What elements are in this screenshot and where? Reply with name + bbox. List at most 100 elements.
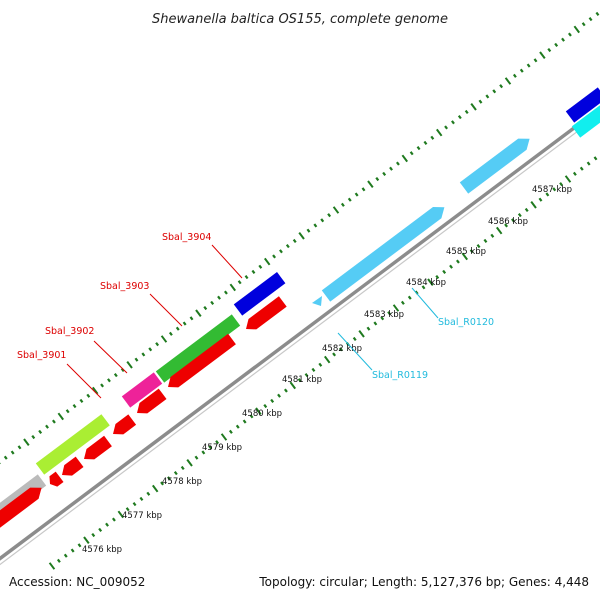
scale-label: 4583 kbp [364,310,404,320]
gene-leader-line [93,340,128,374]
major-tick [220,433,228,441]
minor-tick [318,362,323,367]
gene-leader-line [149,293,183,327]
scale-label: 4584 kbp [406,278,446,288]
minor-tick [567,32,572,37]
minor-tick [380,316,385,321]
major-tick [435,128,443,137]
gene-label-sbal-r0119: Sbal_R0119 [372,370,428,381]
minor-tick [407,295,412,300]
major-tick [358,330,365,338]
minor-tick [581,22,586,27]
major-tick [57,412,65,421]
minor-tick [416,146,421,151]
genome-summary-text: Topology: circular; Length: 5,127,376 bp… [258,575,589,589]
minor-tick [373,321,378,326]
gene-feature-lime [35,414,110,475]
scale-label: 4580 kbp [242,409,282,419]
scale-label: 4578 kbp [162,477,202,487]
inner-tick-ring [48,156,598,570]
minor-tick [168,331,173,336]
minor-tick [194,455,199,460]
minor-tick [435,274,440,280]
minor-tick [223,290,228,295]
minor-tick [201,450,206,455]
minor-tick [504,223,509,228]
minor-tick [444,125,449,130]
gene-feature-red-1 [0,487,42,528]
minor-tick [313,223,318,228]
minor-tick [554,42,559,47]
gene-feature-skyblue-2 [459,138,530,194]
major-tick [323,355,331,364]
minor-tick [56,558,61,563]
minor-tick [490,233,495,238]
minor-tick [235,424,240,429]
minor-tick [272,254,277,259]
gene-feature-red-3 [62,456,84,476]
gene-label-sbal-3904: Sbal_3904 [162,232,211,243]
gene-feature-magenta [121,372,163,408]
backbone-line-inner [0,113,600,566]
gene-feature-red-2 [49,471,64,487]
major-tick [461,252,469,261]
gene-leader-line [337,332,373,371]
minor-tick [421,285,426,290]
minor-tick [340,202,345,207]
major-tick [539,51,546,60]
minor-tick [511,218,515,223]
minor-tick [279,249,283,254]
minor-tick [552,187,557,192]
major-tick [160,335,168,343]
major-tick [332,206,340,214]
major-tick [495,226,503,235]
gene-feature-green [155,314,241,383]
gene-feature-red-5 [113,414,137,435]
scale-label: 4581 kbp [282,375,322,385]
gene-feature-skyblue-1 [321,207,445,302]
major-tick [401,154,409,163]
minor-tick [449,264,453,269]
minor-tick [339,347,343,352]
major-tick [83,536,90,545]
minor-tick [306,228,311,233]
minor-tick [10,450,15,455]
scale-label: 4585 kbp [446,247,486,257]
minor-tick [79,398,84,403]
major-tick [564,175,572,183]
genome-backbone [0,106,600,566]
minor-tick [533,58,538,63]
minor-tick [244,275,249,280]
backbone-line-outer [0,106,600,561]
minor-tick [311,367,316,372]
minor-tick [400,300,405,305]
minor-tick [146,491,151,496]
minor-tick [17,445,22,450]
minor-tick [86,393,91,398]
minor-tick [519,68,524,73]
major-tick [23,438,30,446]
gene-feature-blue-right [565,87,600,123]
gene-leader-line [211,244,243,279]
minor-tick [167,476,171,481]
minor-tick [409,151,414,156]
minor-tick [545,192,550,197]
outer-tick-ring [0,11,600,465]
major-tick [289,381,297,390]
major-tick [195,309,202,317]
minor-tick [182,321,187,326]
minor-tick [352,336,357,342]
minor-tick [111,517,116,522]
gene-feature-red-4 [84,435,112,460]
minor-tick [173,471,178,476]
minor-tick [327,213,332,218]
gene-feature-blue [233,272,286,316]
major-tick [367,180,374,188]
minor-tick [464,109,469,115]
minor-tick [180,465,185,471]
scale-label: 4587 kbp [532,185,572,195]
minor-tick [492,89,497,94]
minor-tick [517,213,522,218]
minor-tick [160,481,165,486]
